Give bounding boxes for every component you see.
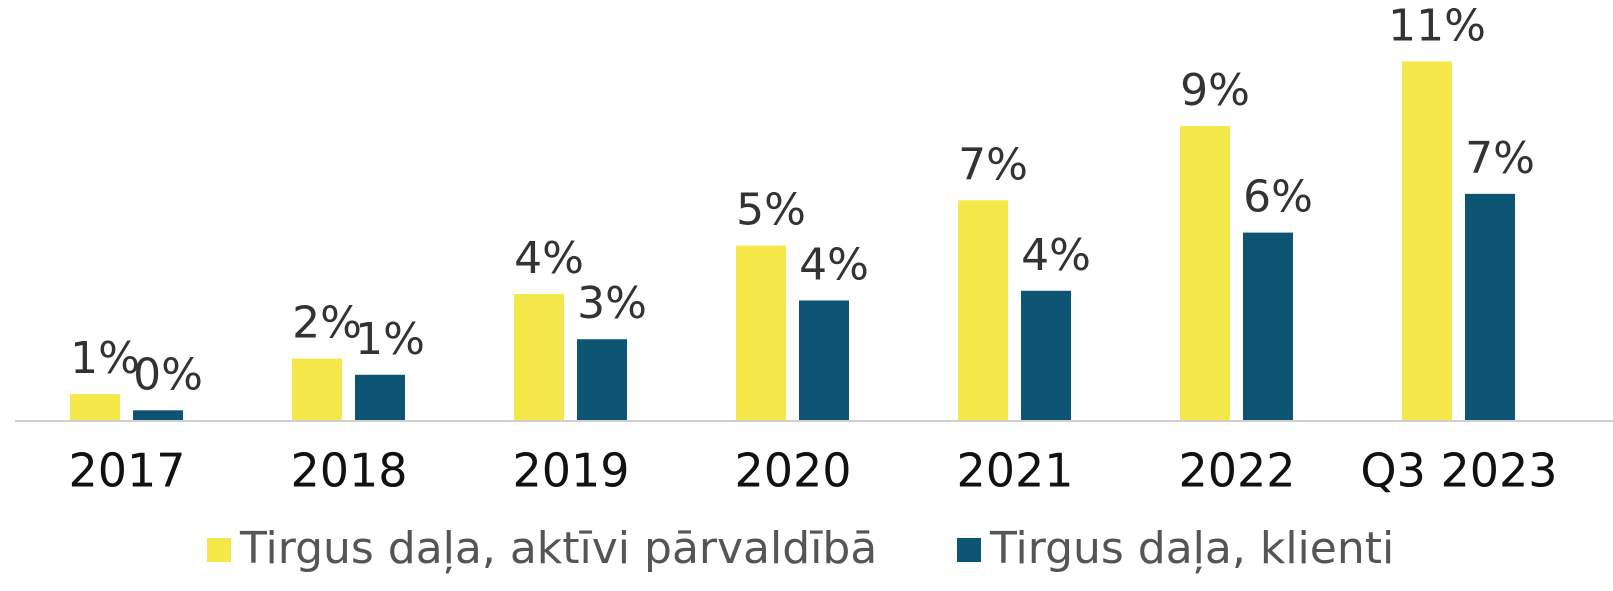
data-label: 11% <box>1388 0 1486 51</box>
data-label: 7% <box>1465 133 1535 184</box>
x-tick-label: 2017 <box>68 444 185 498</box>
bar <box>1402 61 1452 421</box>
x-tick-label: 2020 <box>734 444 851 498</box>
x-tick-label: 2021 <box>956 444 1073 498</box>
data-label: 1% <box>355 314 425 365</box>
bar <box>736 245 786 420</box>
bar <box>1465 193 1515 420</box>
bar <box>70 394 120 420</box>
data-label: 5% <box>736 185 806 236</box>
data-label: 4% <box>1021 230 1091 281</box>
data-label: 7% <box>958 139 1028 190</box>
legend-label: Tirgus daļa, klienti <box>989 523 1394 574</box>
data-label: 3% <box>577 278 647 329</box>
bar <box>1021 290 1071 420</box>
legend-swatch <box>957 538 981 562</box>
data-label: 9% <box>1180 65 1250 116</box>
legend-label: Tirgus daļa, aktīvi pārvaldībā <box>239 523 877 574</box>
bar <box>1243 232 1293 420</box>
bar <box>577 339 627 420</box>
bar <box>1180 126 1230 420</box>
bar <box>958 200 1008 420</box>
data-label: 4% <box>799 239 869 290</box>
legend-swatch <box>207 538 231 562</box>
bar <box>133 410 183 420</box>
x-tick-label: 2019 <box>512 444 629 498</box>
data-label: 0% <box>133 349 203 400</box>
bar <box>292 358 342 420</box>
data-label: 4% <box>514 233 584 284</box>
bar <box>355 374 405 420</box>
bar <box>799 300 849 420</box>
x-tick-label: Q3 2023 <box>1360 444 1557 498</box>
x-tick-label: 2022 <box>1178 444 1295 498</box>
bar <box>514 294 564 420</box>
x-tick-label: 2018 <box>290 444 407 498</box>
data-label: 2% <box>292 298 362 349</box>
data-label: 6% <box>1243 172 1313 223</box>
data-label: 1% <box>70 333 140 384</box>
